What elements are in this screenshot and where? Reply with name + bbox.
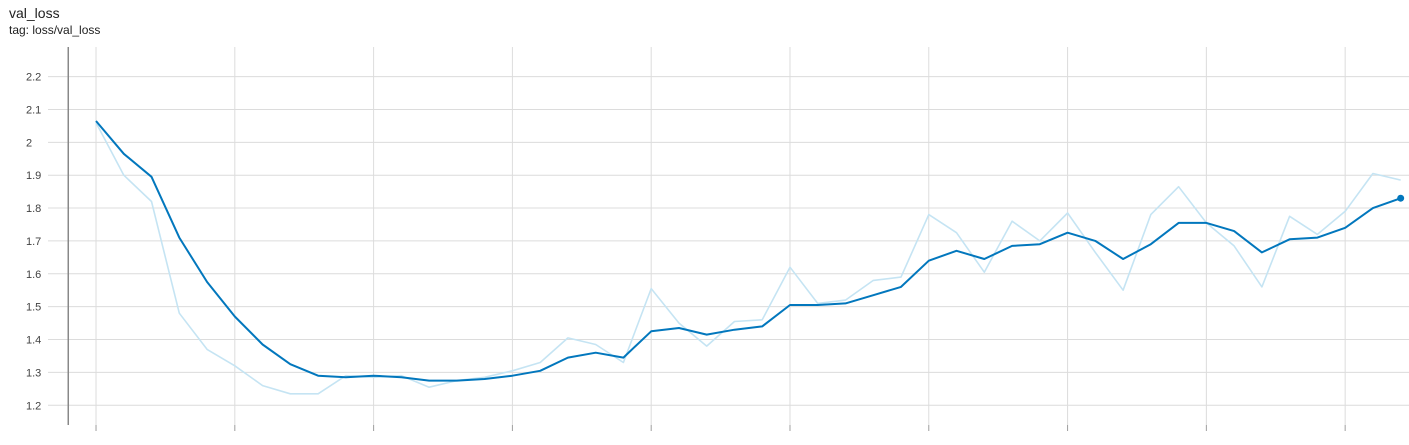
smoothed-series-line (95, 120, 1402, 382)
y-tick-label: 2.1 (26, 104, 41, 116)
y-tick-label: 1.8 (26, 203, 41, 215)
chart-series (95, 120, 1405, 395)
y-tick-label: 2.2 (26, 72, 41, 84)
y-axis-tick-labels: 1.2 1.3 1.4 1.5 1.6 1.7 1.8 1.9 2 2.1 2.2 (26, 72, 41, 413)
y-tick-label: 1.5 (26, 302, 41, 314)
raw-series-line (95, 122, 1401, 395)
y-tick-label: 1.7 (26, 236, 41, 248)
chart-grid (48, 47, 1409, 425)
chart-tag: tag: loss/val_loss (9, 23, 101, 37)
y-tick-label: 1.3 (26, 367, 41, 379)
y-tick-label: 2 (26, 137, 32, 149)
y-tick-label: 1.6 (26, 269, 41, 281)
y-tick-label: 1.2 (26, 400, 41, 412)
y-tick-label: 1.4 (26, 335, 41, 347)
chart-title: val_loss (9, 5, 60, 21)
x-axis-ticks (95, 425, 1346, 431)
y-tick-label: 1.9 (26, 170, 41, 182)
last-point-marker (1397, 194, 1405, 202)
